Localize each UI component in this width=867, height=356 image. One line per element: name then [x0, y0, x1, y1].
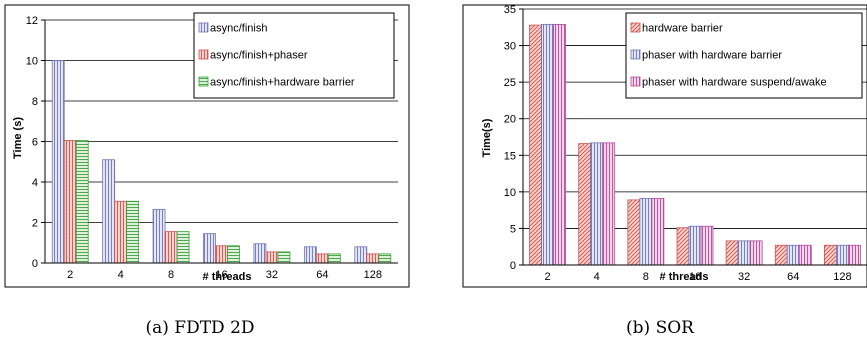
y-tick-label: 0	[32, 258, 38, 270]
y-tick-label: 6	[32, 137, 38, 149]
legend-swatch	[630, 49, 641, 60]
x-tick-label: 64	[787, 271, 799, 283]
x-tick-label: 32	[266, 269, 278, 281]
x-tick-label: 8	[643, 271, 649, 283]
bar	[215, 245, 228, 264]
bar	[203, 233, 216, 264]
bar	[102, 159, 116, 264]
legend-swatch	[630, 76, 641, 87]
x-tick-label: 32	[738, 271, 750, 283]
x-tick-label: 8	[168, 269, 174, 281]
bar	[366, 253, 380, 264]
x-tick-label: 2	[67, 269, 73, 281]
y-axis-title: Time (s)	[12, 117, 24, 159]
bar	[688, 225, 702, 266]
bar	[51, 60, 65, 264]
bar	[578, 143, 592, 266]
bar	[627, 199, 641, 266]
bar	[541, 23, 554, 266]
legend-label: hardware barrier	[642, 23, 723, 35]
chart-sor: 0 5 10 15 20 25 30 35 2 4 8 16 32 64 128 Time(s) # th…	[462, 4, 867, 288]
bar	[749, 240, 763, 266]
x-tick-label: 128	[364, 269, 382, 281]
x-tick-label: 64	[316, 269, 328, 281]
y-tick-label: 4	[32, 177, 38, 189]
legend-swatch	[630, 22, 641, 33]
legend-label: phaser with hardware barrier	[642, 50, 782, 62]
legend-label: async/finish	[210, 23, 267, 35]
bar	[176, 231, 190, 264]
caption-a: (a) FDTD 2D	[145, 318, 254, 338]
bar	[378, 253, 392, 264]
caption-b: (b) SOR	[626, 318, 695, 338]
bar	[553, 23, 566, 266]
x-tick-label: 16	[215, 269, 227, 281]
bar	[848, 244, 861, 266]
bar	[651, 198, 665, 266]
y-tick-label: 35	[504, 4, 516, 16]
bar	[303, 246, 317, 264]
legend-label: async/finish+hardware barrier	[210, 77, 355, 89]
legend-box	[193, 12, 395, 99]
y-tick-label: 30	[504, 41, 516, 53]
bar	[725, 240, 739, 266]
y-tick-label: 0	[510, 260, 516, 272]
y-tick-label: 10	[26, 56, 38, 68]
x-tick-label: 2	[545, 271, 551, 283]
bar	[529, 24, 542, 266]
bar	[253, 243, 267, 264]
bar	[700, 225, 714, 266]
y-tick-label: 20	[504, 114, 516, 126]
x-tick-label: 16	[689, 271, 701, 283]
bar	[737, 240, 751, 266]
bar	[327, 253, 341, 264]
bar	[63, 140, 77, 264]
bar	[114, 200, 128, 264]
bar	[164, 231, 178, 264]
legend-swatch	[198, 22, 209, 33]
bar	[786, 244, 800, 266]
y-tick-label: 5	[510, 223, 516, 235]
x-tick-label: 4	[118, 269, 124, 281]
bar	[639, 198, 653, 266]
y-tick-label: 10	[504, 187, 516, 199]
bar	[277, 251, 291, 264]
bar	[798, 244, 812, 266]
y-tick-label: 12	[26, 15, 38, 27]
x-axis-title: # threads	[660, 271, 709, 283]
x-tick-label: 4	[594, 271, 600, 283]
bar	[75, 140, 89, 264]
bar	[676, 227, 690, 266]
bar	[152, 208, 166, 264]
y-tick-label: 2	[32, 218, 38, 230]
legend-label: async/finish+phaser	[210, 50, 308, 62]
bar	[590, 142, 604, 266]
bar	[824, 244, 837, 266]
x-tick-label: 128	[833, 271, 851, 283]
bar	[265, 251, 279, 264]
bar	[315, 253, 329, 264]
bar	[602, 142, 616, 266]
bar	[836, 244, 849, 266]
legend-swatch	[198, 76, 209, 87]
y-axis-title: Time(s)	[481, 118, 493, 157]
bar	[227, 245, 240, 264]
legend-box	[625, 12, 863, 99]
legend: async/finish async/finish+phaser async/fin…	[193, 12, 395, 99]
y-tick-label: 25	[504, 77, 516, 89]
legend-swatch	[198, 49, 209, 60]
x-axis-title: # threads	[203, 271, 252, 283]
legend-label: phaser with hardware suspend/awake	[642, 77, 827, 89]
bar	[354, 246, 368, 264]
y-tick-label: 15	[504, 150, 516, 162]
legend: hardware barrier phaser with hardware bar…	[625, 12, 863, 99]
chart-fdtd-2d: 0 2 4 6 8 10 12 2 4 8 16 32 64 128 Time (s) # thread…	[4, 4, 410, 288]
y-tick-label: 8	[32, 96, 38, 108]
bar	[774, 244, 788, 266]
bar	[126, 200, 140, 264]
